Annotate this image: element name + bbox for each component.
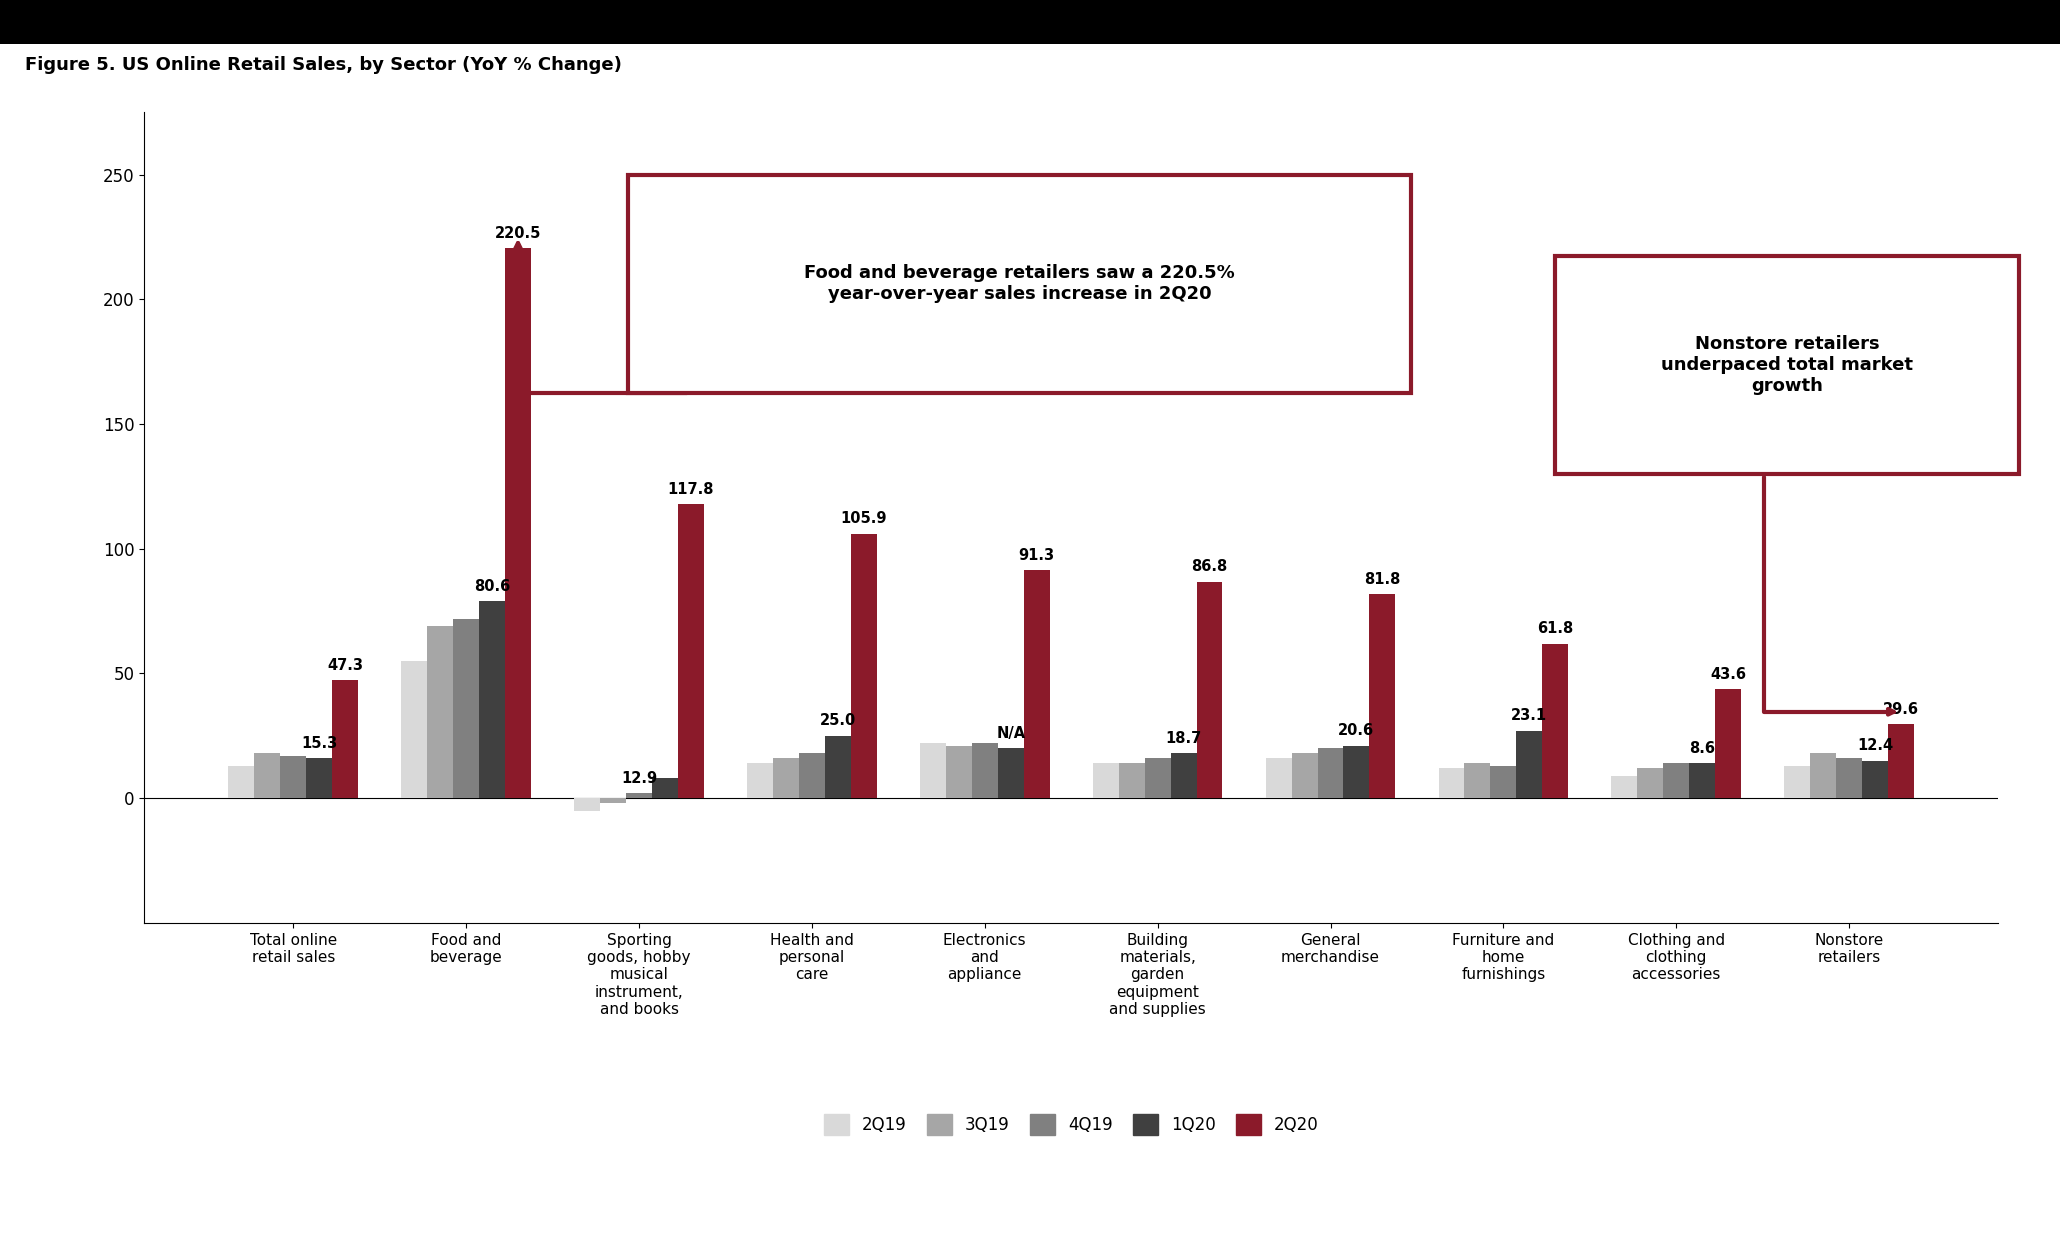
Bar — [1611, 776, 1638, 798]
Text: 81.8: 81.8 — [1364, 571, 1401, 586]
Bar — [505, 248, 531, 798]
Text: 117.8: 117.8 — [667, 481, 715, 496]
Bar — [1689, 763, 1716, 798]
Bar — [332, 680, 358, 798]
Text: Figure 5. US Online Retail Sales, by Sector (YoY % Change): Figure 5. US Online Retail Sales, by Sec… — [25, 56, 622, 74]
Bar — [1543, 643, 1568, 798]
Bar — [599, 798, 626, 803]
Text: 18.7: 18.7 — [1166, 731, 1201, 746]
Bar — [426, 626, 453, 798]
Bar — [772, 758, 799, 798]
Bar — [626, 793, 653, 798]
Bar — [1265, 758, 1292, 798]
Bar — [1343, 746, 1370, 798]
Bar — [1092, 763, 1119, 798]
Bar — [921, 743, 946, 798]
Bar — [1516, 731, 1543, 798]
Bar — [1119, 763, 1145, 798]
Bar — [1889, 725, 1914, 798]
Bar — [1370, 594, 1395, 798]
Bar — [1835, 758, 1862, 798]
Text: 12.4: 12.4 — [1856, 738, 1893, 753]
Text: 20.6: 20.6 — [1339, 723, 1374, 738]
Bar — [997, 748, 1024, 798]
Bar — [1662, 763, 1689, 798]
Bar — [1292, 753, 1318, 798]
Bar — [851, 534, 878, 798]
Text: 15.3: 15.3 — [301, 736, 338, 751]
Bar — [748, 763, 772, 798]
Bar — [1862, 761, 1889, 798]
Bar — [280, 756, 307, 798]
Bar — [1811, 753, 1835, 798]
Bar — [1784, 766, 1811, 798]
Text: 105.9: 105.9 — [840, 511, 888, 526]
Bar — [1318, 748, 1343, 798]
Text: 61.8: 61.8 — [1537, 621, 1574, 636]
Legend: 2Q19, 3Q19, 4Q19, 1Q20, 2Q20: 2Q19, 3Q19, 4Q19, 1Q20, 2Q20 — [818, 1107, 1325, 1141]
Bar — [1638, 768, 1662, 798]
Bar — [1170, 753, 1197, 798]
Text: 25.0: 25.0 — [820, 713, 857, 728]
Bar — [402, 661, 426, 798]
Bar — [453, 619, 480, 798]
Text: 91.3: 91.3 — [1018, 547, 1055, 562]
Bar — [678, 504, 705, 798]
Bar — [1716, 690, 1741, 798]
Text: 220.5: 220.5 — [494, 226, 542, 241]
Text: 23.1: 23.1 — [1512, 708, 1547, 723]
Bar — [229, 766, 253, 798]
Text: 43.6: 43.6 — [1710, 667, 1747, 682]
Bar — [253, 753, 280, 798]
Bar — [1145, 758, 1170, 798]
Text: 12.9: 12.9 — [620, 771, 657, 786]
Bar — [1197, 581, 1222, 798]
Bar — [307, 758, 332, 798]
Bar — [575, 798, 599, 811]
Text: 8.6: 8.6 — [1689, 741, 1716, 756]
Text: Nonstore retailers
underpaced total market
growth: Nonstore retailers underpaced total mark… — [1660, 335, 1914, 394]
Text: 80.6: 80.6 — [474, 579, 511, 594]
Text: 29.6: 29.6 — [1883, 702, 1920, 717]
Text: N/A: N/A — [997, 726, 1026, 741]
Bar — [1438, 768, 1465, 798]
Bar — [1465, 763, 1489, 798]
Bar — [799, 753, 824, 798]
Bar — [972, 743, 997, 798]
Bar — [480, 601, 505, 798]
Bar — [653, 778, 678, 798]
Bar — [1489, 766, 1516, 798]
Text: 47.3: 47.3 — [328, 657, 363, 672]
Bar — [1024, 570, 1051, 798]
Text: Food and beverage retailers saw a 220.5%
year-over-year sales increase in 2Q20: Food and beverage retailers saw a 220.5%… — [803, 264, 1236, 303]
Bar — [946, 746, 972, 798]
Bar — [824, 736, 851, 798]
Text: 86.8: 86.8 — [1191, 559, 1228, 574]
